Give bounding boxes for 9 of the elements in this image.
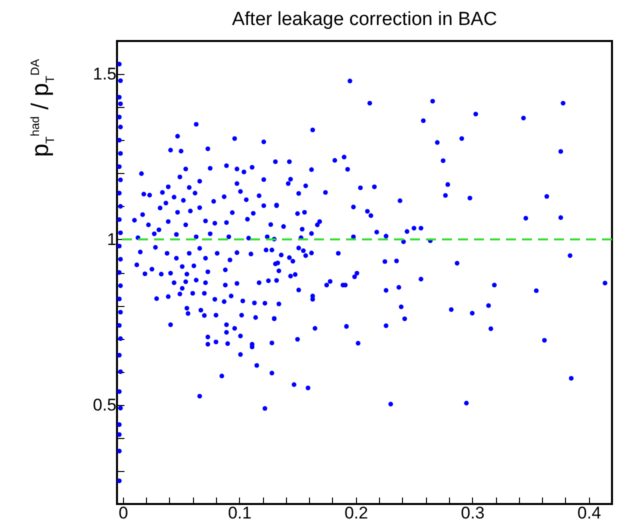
y-tick-label: 1 [107,230,116,249]
y-tick-label: 1.5 [92,64,116,84]
x-tick-label: 0.3 [460,504,485,522]
x-tick-label: 0.4 [577,504,602,522]
x-tick-label: 0.1 [228,504,252,522]
chart-title: After leakage correction in BAC [232,9,498,30]
x-tick-label: 0.2 [344,504,368,522]
x-tick-label: 0 [118,504,128,522]
y-tick-label: 0.5 [92,395,116,414]
